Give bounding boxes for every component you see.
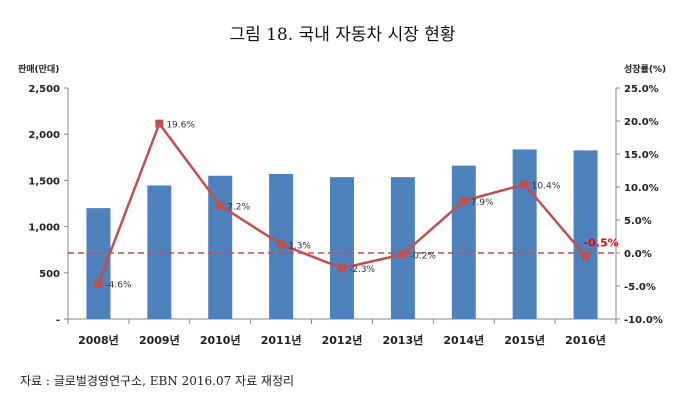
x-tick-label: 2015년 <box>504 333 545 347</box>
bar <box>330 177 354 319</box>
right-tick-label: 15.0% <box>624 150 659 161</box>
x-tick-label: 2016년 <box>565 333 606 347</box>
growth-rate-marker <box>581 252 590 261</box>
bar <box>573 150 598 319</box>
bar <box>147 185 172 319</box>
left-tick-label: 2,000 <box>28 130 60 141</box>
growth-rate-marker <box>94 279 103 288</box>
right-tick-label: 0.0% <box>624 249 652 260</box>
x-tick-label: 2010년 <box>200 333 241 347</box>
data-label: -0.2% <box>410 251 437 261</box>
right-tick-label: -10.0% <box>624 315 663 326</box>
left-axis-label: 판매(만대) <box>18 65 60 75</box>
data-label: -2.3% <box>349 265 376 275</box>
left-tick-label: - <box>56 315 60 326</box>
left-tick-label: 2,500 <box>28 84 60 95</box>
x-tick-label: 2012년 <box>322 333 363 347</box>
data-label: 10.4% <box>532 181 561 191</box>
left-tick-label: 1,500 <box>28 176 60 187</box>
growth-rate-marker <box>277 240 286 249</box>
x-tick-label: 2013년 <box>383 333 424 347</box>
data-label: 7.9% <box>471 198 494 208</box>
data-label: 7.2% <box>227 202 250 212</box>
right-tick-label: 5.0% <box>624 216 652 227</box>
x-tick-label: 2008년 <box>78 333 119 347</box>
right-tick-label: 10.0% <box>624 183 659 194</box>
right-tick-label: -5.0% <box>624 282 656 293</box>
growth-rate-marker <box>520 180 529 189</box>
bar <box>512 149 537 319</box>
x-tick-label: 2009년 <box>139 333 180 347</box>
bar <box>208 175 233 319</box>
x-tick-label: 2011년 <box>261 333 302 347</box>
growth-rate-marker <box>459 196 468 205</box>
bar <box>451 165 476 319</box>
right-tick-label: 20.0% <box>624 117 659 128</box>
left-tick-label: 1,000 <box>28 223 60 234</box>
growth-rate-marker <box>338 264 346 273</box>
data-label: -4.6% <box>105 280 132 290</box>
x-tick-label: 2014년 <box>443 333 484 347</box>
source-note: 자료 : 글로벌경영연구소, EBN 2016.07 자료 재정리 <box>20 374 295 388</box>
left-tick-label: 500 <box>39 269 60 280</box>
growth-rate-marker <box>398 250 407 259</box>
data-label: 19.6% <box>166 121 195 131</box>
right-tick-label: 25.0% <box>624 84 659 95</box>
chart-title: 그림 18. 국내 자동차 시장 현황 <box>229 25 456 45</box>
growth-rate-marker <box>216 201 225 210</box>
right-axis-label: 성장률(%) <box>624 65 667 75</box>
growth-rate-marker <box>155 119 164 128</box>
data-label: -0.5% <box>584 236 619 249</box>
data-label: 1.3% <box>288 241 311 251</box>
